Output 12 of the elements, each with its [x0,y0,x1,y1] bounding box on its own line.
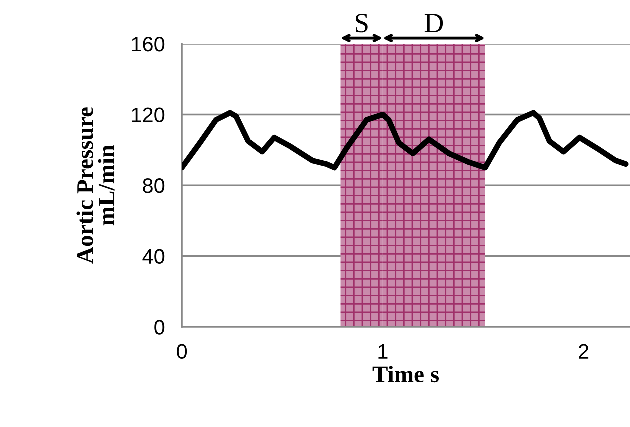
band-label: D [424,14,444,32]
x-tick-label: 1 [378,344,388,359]
y-tick-label: 40 [142,249,165,264]
x-tick-label: 0 [177,344,188,360]
y-tick-label: 120 [132,108,165,123]
x-axis-title: Time s [372,366,440,383]
x-tick-label: 2 [579,344,589,359]
y-axis-title: Aortic Pressure mL/min [76,108,115,264]
band-label: S [356,14,368,33]
y-tick-label: 160 [132,36,165,52]
y-tick-label: 80 [143,178,165,194]
y-tick-label: 0 [154,320,165,335]
